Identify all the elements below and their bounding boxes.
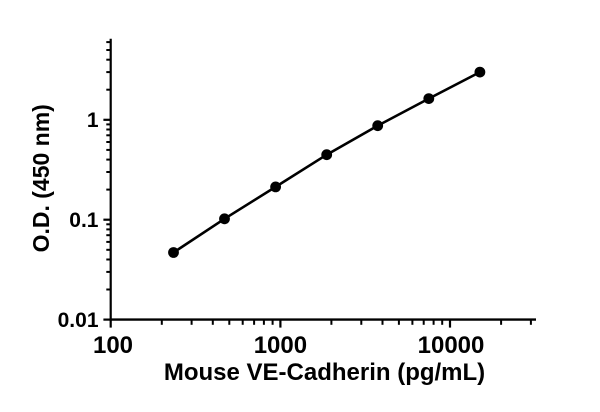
svg-text:O.D. (450 nm): O.D. (450 nm) (28, 104, 54, 252)
svg-text:10000: 10000 (418, 332, 485, 359)
svg-text:1000: 1000 (254, 332, 307, 359)
svg-text:100: 100 (93, 332, 133, 359)
svg-text:0.01: 0.01 (58, 309, 99, 332)
svg-text:Mouse VE-Cadherin (pg/mL): Mouse VE-Cadherin (pg/mL) (164, 359, 485, 386)
svg-text:1: 1 (87, 109, 99, 132)
svg-text:0.1: 0.1 (69, 209, 99, 232)
